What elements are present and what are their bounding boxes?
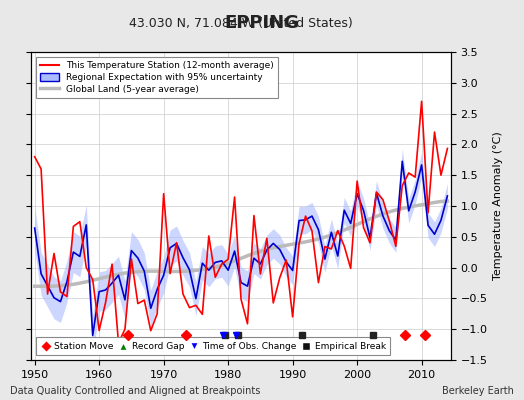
Text: Data Quality Controlled and Aligned at Breakpoints: Data Quality Controlled and Aligned at B… [10, 386, 261, 396]
Legend: Station Move, Record Gap, Time of Obs. Change, Empirical Break: Station Move, Record Gap, Time of Obs. C… [36, 338, 390, 356]
Text: EPPING: EPPING [224, 14, 300, 32]
Y-axis label: Temperature Anomaly (°C): Temperature Anomaly (°C) [493, 132, 503, 280]
Title: 43.030 N, 71.084 W (United States): 43.030 N, 71.084 W (United States) [129, 17, 353, 30]
Text: Berkeley Earth: Berkeley Earth [442, 386, 514, 396]
